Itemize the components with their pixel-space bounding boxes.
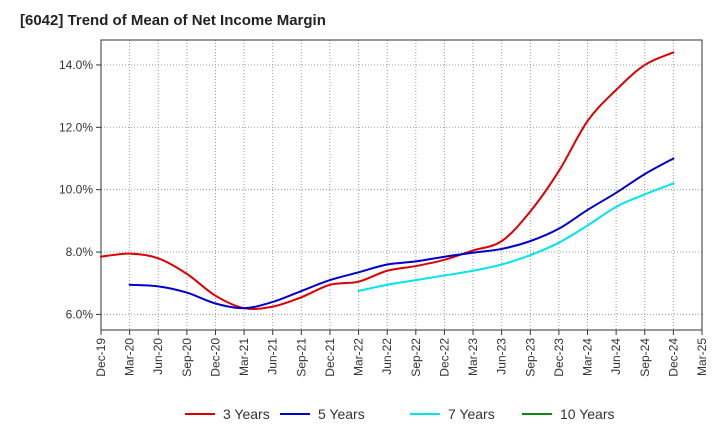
x-tick-label: Sep-23: [523, 338, 537, 377]
x-tick-label: Dec-20: [208, 338, 222, 377]
x-tick-label: Jun-21: [266, 338, 280, 375]
x-tick-label: Jun-23: [495, 338, 509, 375]
y-tick-label: 14.0%: [59, 58, 93, 72]
legend-label-7-years: 7 Years: [448, 406, 495, 422]
x-tick-label: Sep-22: [409, 338, 423, 377]
legend-label-10-years: 10 Years: [560, 406, 615, 422]
x-tick-label: Dec-23: [552, 338, 566, 377]
legend-label-3-years: 3 Years: [223, 406, 270, 422]
x-tick-label: Mar-25: [695, 338, 709, 376]
y-tick-label: 10.0%: [59, 183, 93, 197]
x-tick-label: Dec-22: [437, 338, 451, 377]
x-tick-label: Mar-20: [123, 338, 137, 376]
x-tick-label: Sep-24: [638, 338, 652, 377]
x-tick-label: Sep-21: [294, 338, 308, 377]
x-tick-label: Jun-24: [609, 338, 623, 375]
plot-frame: [100, 39, 703, 331]
x-tick-label: Dec-21: [323, 338, 337, 377]
x-tick-label: Sep-20: [180, 338, 194, 377]
legend: 3 Years 5 Years 7 Years 10 Years: [185, 406, 615, 422]
chart-title: [6042] Trend of Mean of Net Income Margi…: [20, 12, 326, 29]
series-line-5-years: [128, 157, 675, 310]
x-tick-label: Dec-19: [94, 338, 108, 377]
x-tick-label: Jun-22: [380, 338, 394, 375]
x-tick-label: Mar-24: [581, 338, 595, 376]
x-tick-label: Mar-23: [466, 338, 480, 376]
series-layer: [100, 51, 675, 310]
x-tick-label: Jun-20: [151, 338, 165, 375]
series-line-3-years: [100, 51, 675, 310]
y-tick-label: 12.0%: [59, 120, 93, 134]
x-tick-label: Dec-24: [666, 338, 680, 377]
legend-label-5-years: 5 Years: [318, 406, 365, 422]
axis-layer: 6.0% 8.0% 10.0% 12.0% 14.0% Dec-19 Mar-20 Jun-2…: [59, 39, 709, 377]
x-tick-label: Mar-22: [352, 338, 366, 376]
y-tick-label: 8.0%: [66, 245, 94, 259]
series-line-7-years: [357, 182, 675, 293]
grid-layer: [101, 40, 702, 330]
x-tick-label: Mar-21: [237, 338, 251, 376]
y-tick-label: 6.0%: [66, 307, 94, 321]
